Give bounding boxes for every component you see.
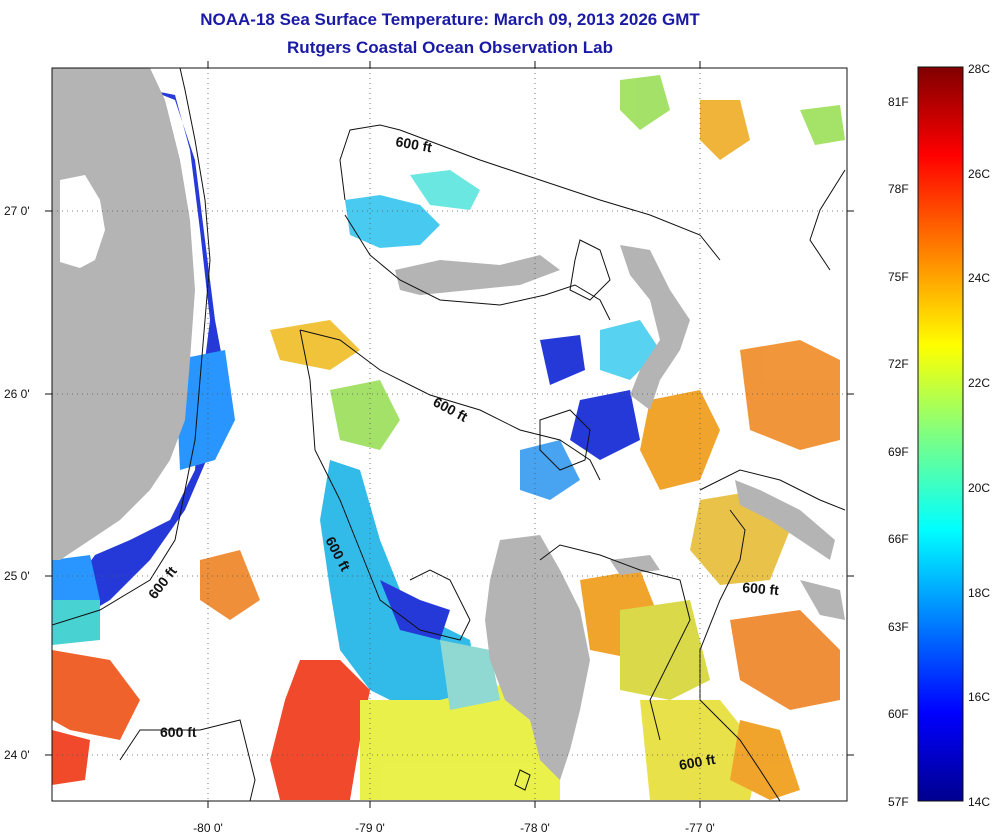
colorbar-fahrenheit-label: 75F bbox=[888, 270, 909, 284]
colorbar-celsius-label: 24C bbox=[968, 271, 991, 285]
x-tick-label: -80 0' bbox=[193, 821, 223, 835]
colorbar-fahrenheit-label: 57F bbox=[888, 795, 909, 809]
temperature-colorbar bbox=[917, 66, 964, 802]
colorbar-fahrenheit-label: 72F bbox=[888, 357, 909, 371]
no-data-patch bbox=[60, 175, 105, 268]
colorbar-celsius-label: 18C bbox=[968, 586, 991, 600]
colorbar-fahrenheit-label: 66F bbox=[888, 532, 909, 546]
colorbar-celsius-label: 20C bbox=[968, 481, 991, 495]
y-tick-label: 24 0' bbox=[4, 748, 30, 762]
map-area: 600 ft 600 ft 600 ft 600 ft 600 ft 600 f… bbox=[52, 68, 847, 801]
colorbar-fahrenheit-label: 81F bbox=[888, 95, 909, 109]
map-frame bbox=[51, 67, 848, 802]
y-tick-label: 27 0' bbox=[4, 204, 30, 218]
map-title: NOAA-18 Sea Surface Temperature: March 0… bbox=[200, 10, 700, 29]
colorbar-celsius-label: 28C bbox=[968, 62, 991, 76]
colorbar-celsius-label: 14C bbox=[968, 795, 991, 809]
sst-data-layer bbox=[52, 75, 845, 800]
x-tick-label: -79 0' bbox=[355, 821, 385, 835]
colorbar-celsius-label: 16C bbox=[968, 690, 991, 704]
contour-label: 600 ft bbox=[160, 724, 197, 740]
colorbar-fahrenheit-label: 60F bbox=[888, 707, 909, 721]
colorbar-fahrenheit-label: 63F bbox=[888, 620, 909, 634]
map-subtitle: Rutgers Coastal Ocean Observation Lab bbox=[287, 38, 613, 57]
graticule bbox=[52, 68, 847, 801]
contour-label: 600 ft bbox=[678, 751, 717, 773]
colorbar-fahrenheit-label: 69F bbox=[888, 445, 909, 459]
axis-ticks bbox=[45, 61, 854, 808]
colorbar-celsius-label: 26C bbox=[968, 167, 991, 181]
y-tick-label: 25 0' bbox=[4, 569, 30, 583]
colorbar-fahrenheit-label: 78F bbox=[888, 182, 909, 196]
colorbar-celsius-label: 22C bbox=[968, 376, 991, 390]
x-tick-label: -78 0' bbox=[520, 821, 550, 835]
contour-label: 600 ft bbox=[394, 133, 433, 155]
x-tick-label: -77 0' bbox=[685, 821, 715, 835]
depth-contours bbox=[52, 68, 846, 801]
y-tick-label: 26 0' bbox=[4, 387, 30, 401]
contour-label: 600 ft bbox=[742, 579, 780, 598]
